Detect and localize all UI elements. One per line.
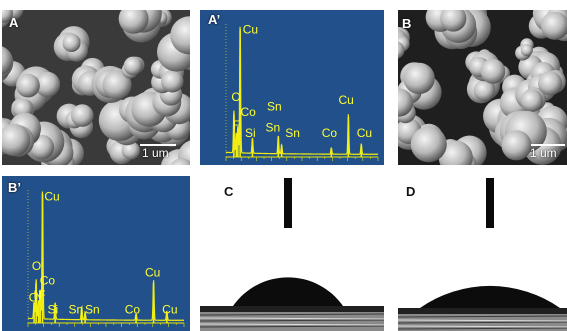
eds-element-label: F: [233, 118, 240, 132]
sem-image-a: [2, 10, 190, 165]
particle-cluster: [540, 10, 567, 42]
particle-cluster: [56, 103, 94, 139]
particle-cluster: [2, 10, 24, 28]
particle-cluster: [398, 88, 416, 124]
eds-element-label: O: [32, 259, 41, 273]
panel-b-prime-eds: Cu O Co O N F Si Sn Sn Co Cu Cu B’: [2, 176, 190, 331]
panel-label-a-prime: A’: [208, 12, 221, 27]
eds-element-label: Sn: [85, 303, 100, 317]
syringe-needle: [284, 178, 292, 228]
sem-image-b: [398, 10, 567, 165]
eds-element-label: N: [33, 288, 42, 302]
panel-label-b: B: [402, 16, 412, 31]
scale-bar-a: [140, 144, 176, 146]
particle-cluster: [425, 10, 477, 44]
scale-text-a: 1 um: [142, 146, 169, 160]
particle-cluster: [121, 56, 145, 79]
particle-cluster: [494, 110, 547, 161]
eds-element-label: Sn: [267, 99, 282, 113]
eds-element-label: Si: [48, 303, 59, 317]
panel-label-c: C: [224, 184, 234, 199]
eds-element-label: Co: [322, 126, 338, 140]
substrate-surface: [398, 308, 567, 314]
eds-element-label: Sn: [285, 126, 300, 140]
particle-cluster: [398, 27, 410, 59]
eds-element-label: Cu: [243, 22, 258, 36]
water-droplet: [233, 277, 343, 306]
panel-a-prime-eds: Cu O Co F Si Sn Sn Sn Co Cu Cu A’: [200, 10, 384, 165]
panel-label-b-prime: B’: [8, 180, 21, 195]
panel-a-sem: A 1 um: [2, 10, 190, 165]
panel-b-sem: B 1 um: [398, 10, 567, 165]
droplet-image-c: [200, 176, 384, 331]
particle-cluster: [2, 46, 26, 87]
scale-bar-b: [531, 144, 565, 146]
particle-cluster: [515, 38, 534, 61]
eds-element-label: F: [38, 288, 45, 302]
eds-element-label: Cu: [338, 93, 353, 107]
panel-label-d: D: [406, 184, 416, 199]
eds-element-label: Cu: [145, 265, 160, 279]
particle-cluster: [2, 112, 42, 157]
eds-element-label: Co: [125, 303, 141, 317]
particle-cluster: [538, 70, 566, 96]
particle-cluster: [91, 65, 132, 104]
droplet-image-d: [398, 176, 567, 331]
scale-text-b: 1 um: [530, 146, 557, 160]
substrate-surface: [200, 306, 384, 312]
panel-label-a: A: [9, 15, 19, 30]
particle-cluster: [438, 135, 487, 165]
eds-element-label: Cu: [162, 303, 177, 317]
eds-element-label: Sn: [69, 303, 84, 317]
eds-element-label: O: [231, 90, 240, 104]
eds-spectrum-line: [27, 191, 184, 321]
eds-element-label: Co: [40, 273, 56, 287]
eds-element-label: O: [29, 291, 38, 305]
eds-element-label: Cu: [357, 126, 372, 140]
particle-cluster: [468, 51, 506, 84]
particle-cluster: [160, 140, 190, 165]
panel-d-contact-angle: D: [398, 176, 567, 331]
eds-spectrum-line: [225, 26, 378, 155]
syringe-needle: [486, 178, 494, 228]
particle-cluster: [157, 16, 190, 72]
eds-element-label: Sn: [266, 121, 281, 135]
eds-element-label: Cu: [44, 190, 59, 204]
particle-cluster: [53, 26, 90, 62]
panel-c-contact-angle: C: [200, 176, 384, 331]
eds-element-label: Si: [245, 126, 256, 140]
water-droplet: [420, 285, 560, 308]
particle-cluster: [118, 10, 162, 43]
eds-element-label: Co: [240, 105, 256, 119]
